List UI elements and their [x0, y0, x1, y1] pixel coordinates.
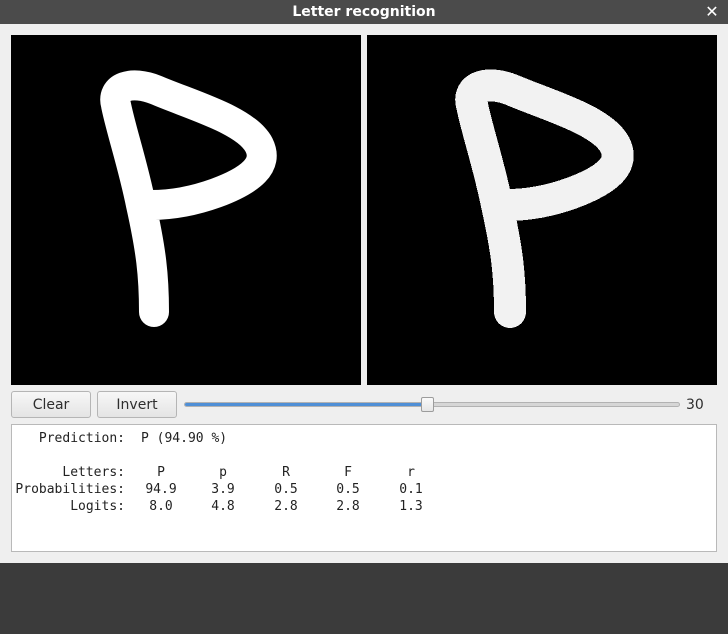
- letters-label: Letters:: [62, 465, 125, 480]
- probability-cell: 0.5: [274, 482, 298, 497]
- letter-cell: P: [157, 465, 165, 480]
- drawn-letter-stroke: [100, 70, 277, 327]
- probability-cell: 0.1: [399, 482, 423, 497]
- logits-row: Logits: 8.0 4.8 2.8 2.8 1.3: [12, 498, 712, 515]
- letter-cell: F: [344, 465, 352, 480]
- drawing-canvas[interactable]: [11, 35, 361, 385]
- prediction-line: Prediction: P (94.90 %): [12, 430, 712, 447]
- prediction-label: Prediction:: [38, 431, 125, 446]
- probability-cell: 94.9: [145, 482, 177, 497]
- brush-size-slider[interactable]: [184, 395, 680, 415]
- logit-cell: 2.8: [336, 499, 360, 514]
- logit-cell: 4.8: [211, 499, 235, 514]
- logit-cell: 8.0: [149, 499, 173, 514]
- prediction-value: P (94.90 %): [141, 431, 228, 446]
- prediction-output: Prediction: P (94.90 %) Letters: P p R F…: [11, 424, 717, 552]
- slider-fill: [185, 403, 428, 406]
- invert-button[interactable]: Invert: [97, 391, 177, 418]
- logit-cell: 1.3: [399, 499, 423, 514]
- clear-button[interactable]: Clear: [11, 391, 91, 418]
- preview-canvas: [367, 35, 717, 385]
- app-window: Letter recognition ✕ Clear Invert 30 Pre…: [0, 0, 728, 563]
- letter-cell: r: [407, 465, 415, 480]
- probabilities-label: Probabilities:: [15, 482, 125, 497]
- window-title: Letter recognition: [292, 4, 436, 20]
- probability-cell: 3.9: [211, 482, 235, 497]
- probability-cell: 0.5: [336, 482, 360, 497]
- logits-label: Logits:: [70, 499, 125, 514]
- letters-row: Letters: P p R F r: [12, 464, 712, 481]
- logit-cell: 2.8: [274, 499, 298, 514]
- slider-handle[interactable]: [421, 397, 434, 412]
- letter-cell: p: [219, 465, 227, 480]
- probabilities-row: Probabilities: 94.9 3.9 0.5 0.5 0.1: [12, 481, 712, 498]
- downsampled-letter-preview: [455, 69, 634, 328]
- letter-cell: R: [282, 465, 290, 480]
- slider-value: 30: [686, 397, 704, 413]
- title-bar: Letter recognition ✕: [0, 0, 728, 24]
- close-icon[interactable]: ✕: [705, 2, 719, 21]
